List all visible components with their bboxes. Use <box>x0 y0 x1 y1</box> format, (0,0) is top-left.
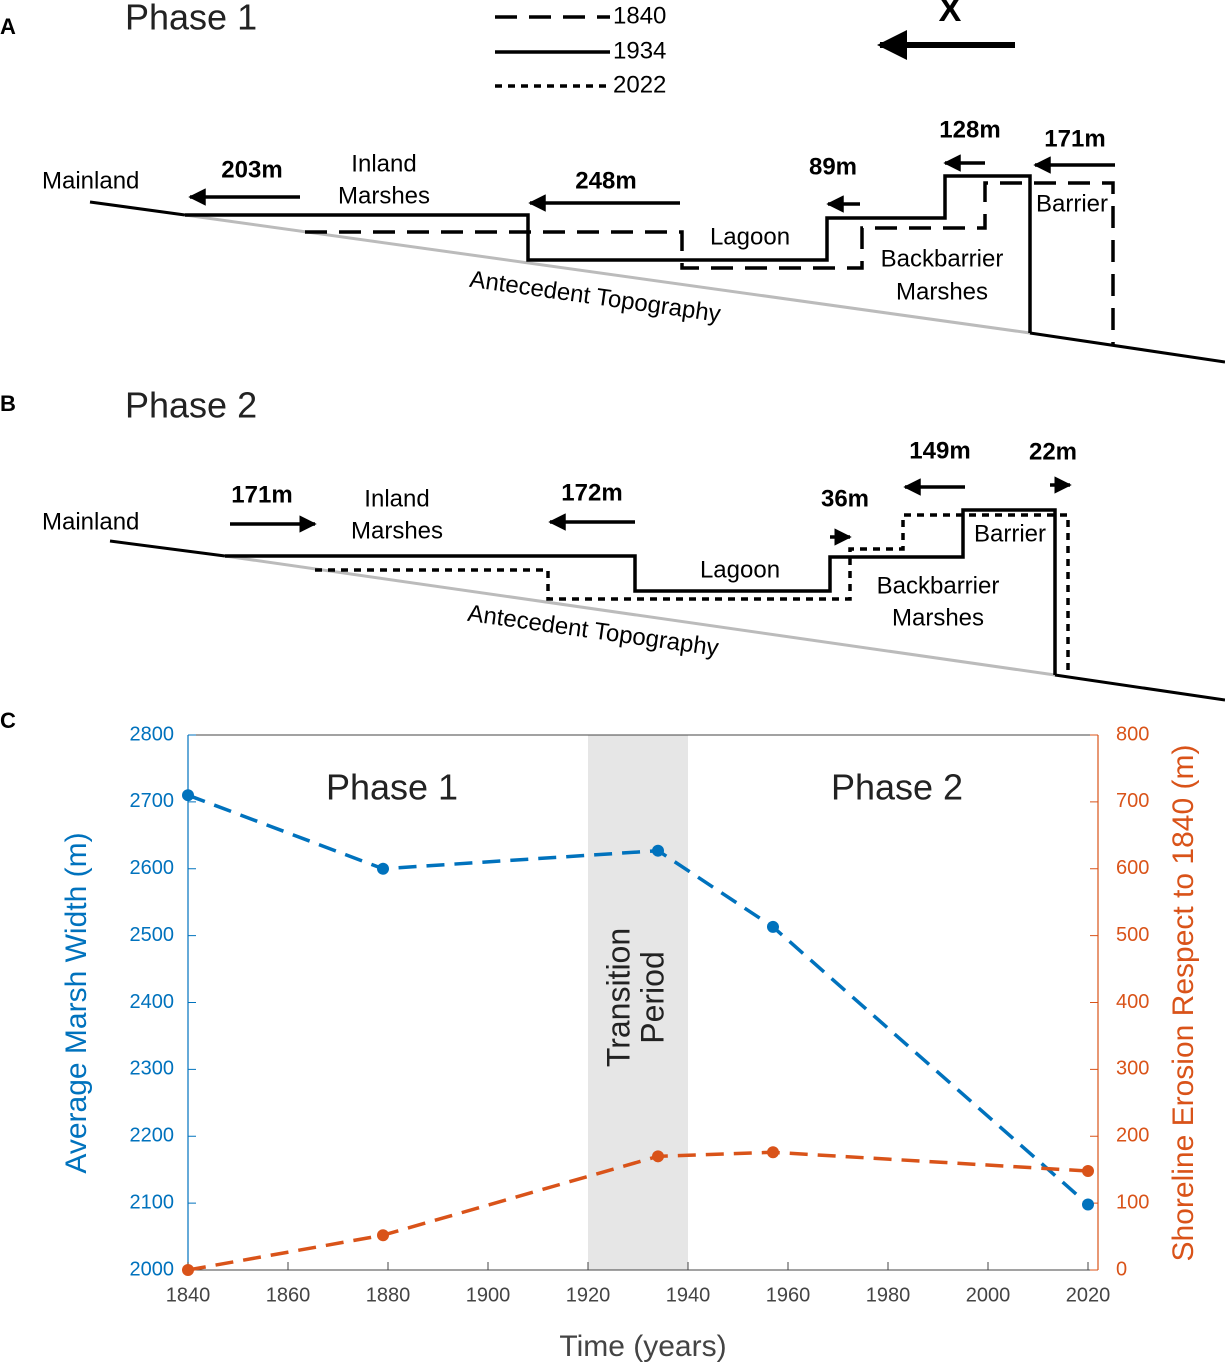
shift-label: 89m <box>809 153 857 180</box>
direction-label: X <box>939 0 962 29</box>
mainland-ground <box>89 200 186 217</box>
y2-tick-label: 200 <box>1116 1125 1149 1147</box>
panel-label: C <box>0 708 16 733</box>
place-label: Backbarrier <box>881 245 1004 272</box>
y2-tick-label: 500 <box>1116 924 1149 946</box>
y-tick-label: 2100 <box>130 1191 175 1213</box>
y-tick-label: 2400 <box>130 991 175 1013</box>
panel-title: Phase 2 <box>125 385 257 426</box>
y-tick-label: 2000 <box>130 1258 175 1280</box>
transition-band <box>588 735 688 1270</box>
place-label: Marshes <box>338 182 430 209</box>
series-point <box>182 1264 194 1276</box>
y2-tick-label: 300 <box>1116 1058 1149 1080</box>
series-point <box>652 1150 664 1163</box>
y2-tick-label: 400 <box>1116 991 1149 1013</box>
phase-annotation: Phase 1 <box>326 767 458 808</box>
phase-annotation: Phase 2 <box>831 767 963 808</box>
y-tick-label: 2500 <box>130 924 175 946</box>
x-tick-label: 2020 <box>1066 1284 1111 1306</box>
y-tick-label: 2300 <box>130 1058 175 1080</box>
place-label: Barrier <box>1036 190 1108 217</box>
profile-2022 <box>315 513 1070 676</box>
series-point <box>767 1146 779 1159</box>
shift-label: 36m <box>821 485 869 512</box>
x-tick-label: 1860 <box>266 1284 311 1306</box>
y-axis-label: Average Marsh Width (m) <box>60 832 93 1173</box>
antecedent-topography <box>184 213 1031 335</box>
place-label: Marshes <box>896 278 988 305</box>
series-point <box>1082 1198 1094 1211</box>
offshore-ground <box>1029 331 1225 364</box>
y2-tick-label: 0 <box>1116 1258 1127 1280</box>
panel-b: B Phase 2 171m 172m 36m 149m 22m Mainlan… <box>0 385 1225 702</box>
transition-label: Period <box>634 951 670 1044</box>
panel-a: A Phase 1 1840 1934 2022 X 203m 248m 89m… <box>0 0 1225 364</box>
shift-label: 22m <box>1029 438 1077 465</box>
y2-tick-label: 800 <box>1116 723 1149 745</box>
shift-label: 171m <box>231 481 292 508</box>
y2-axis-label: Shoreline Erosion Respect to 1840 (m) <box>1167 745 1200 1262</box>
x-tick-label: 1940 <box>666 1284 711 1306</box>
x-tick-label: 1900 <box>466 1284 511 1306</box>
profile-1934 <box>225 508 1057 675</box>
place-label: Backbarrier <box>877 572 1000 599</box>
place-label: Lagoon <box>700 556 780 583</box>
place-label: Mainland <box>42 167 139 194</box>
series-point <box>182 789 194 802</box>
profile-1934 <box>185 174 1032 333</box>
shift-label: 203m <box>221 156 282 183</box>
y-tick-label: 2700 <box>130 790 175 812</box>
place-label: Marshes <box>351 517 443 544</box>
x-tick-label: 1840 <box>166 1284 211 1306</box>
series-point <box>377 862 389 875</box>
x-tick-label: 1980 <box>866 1284 911 1306</box>
shift-label: 171m <box>1044 125 1105 152</box>
panel-title: Phase 1 <box>125 0 257 38</box>
legend-label: 2022 <box>613 71 666 98</box>
transition-label: Transition <box>600 928 636 1067</box>
place-label: Inland <box>351 150 416 177</box>
x-tick-label: 1960 <box>766 1284 811 1306</box>
y-tick-label: 2600 <box>130 857 175 879</box>
panel-label: B <box>0 391 16 416</box>
x-axis-label: Time (years) <box>559 1330 726 1363</box>
shift-label: 128m <box>939 116 1000 143</box>
shift-label: 248m <box>575 167 636 194</box>
panel-label: A <box>0 14 16 39</box>
legend-label: 1840 <box>613 2 666 29</box>
x-tick-label: 1880 <box>366 1284 411 1306</box>
place-label: Barrier <box>974 520 1046 547</box>
profile-1840 <box>305 181 1115 345</box>
series-point <box>1082 1165 1094 1178</box>
place-label: Mainland <box>42 508 139 535</box>
y-tick-label: 2200 <box>130 1125 175 1147</box>
y2-tick-label: 100 <box>1116 1191 1149 1213</box>
x-tick-label: 1920 <box>566 1284 611 1306</box>
series-point <box>377 1229 389 1242</box>
shift-label: 172m <box>561 479 622 506</box>
series-point <box>767 920 779 933</box>
legend-label: 1934 <box>613 37 666 64</box>
y-tick-label: 2800 <box>130 723 175 745</box>
y2-tick-label: 600 <box>1116 857 1149 879</box>
place-label: Marshes <box>892 604 984 631</box>
offshore-ground <box>1054 673 1225 702</box>
place-label: Inland <box>364 485 429 512</box>
antecedent-topography <box>224 554 1056 677</box>
y2-tick-label: 700 <box>1116 790 1149 812</box>
series-point <box>652 844 664 857</box>
shift-label: 149m <box>909 437 970 464</box>
place-label: Antecedent Topography <box>468 266 722 328</box>
x-tick-label: 2000 <box>966 1284 1011 1306</box>
place-label: Lagoon <box>710 223 790 250</box>
mainland-ground <box>109 539 226 558</box>
